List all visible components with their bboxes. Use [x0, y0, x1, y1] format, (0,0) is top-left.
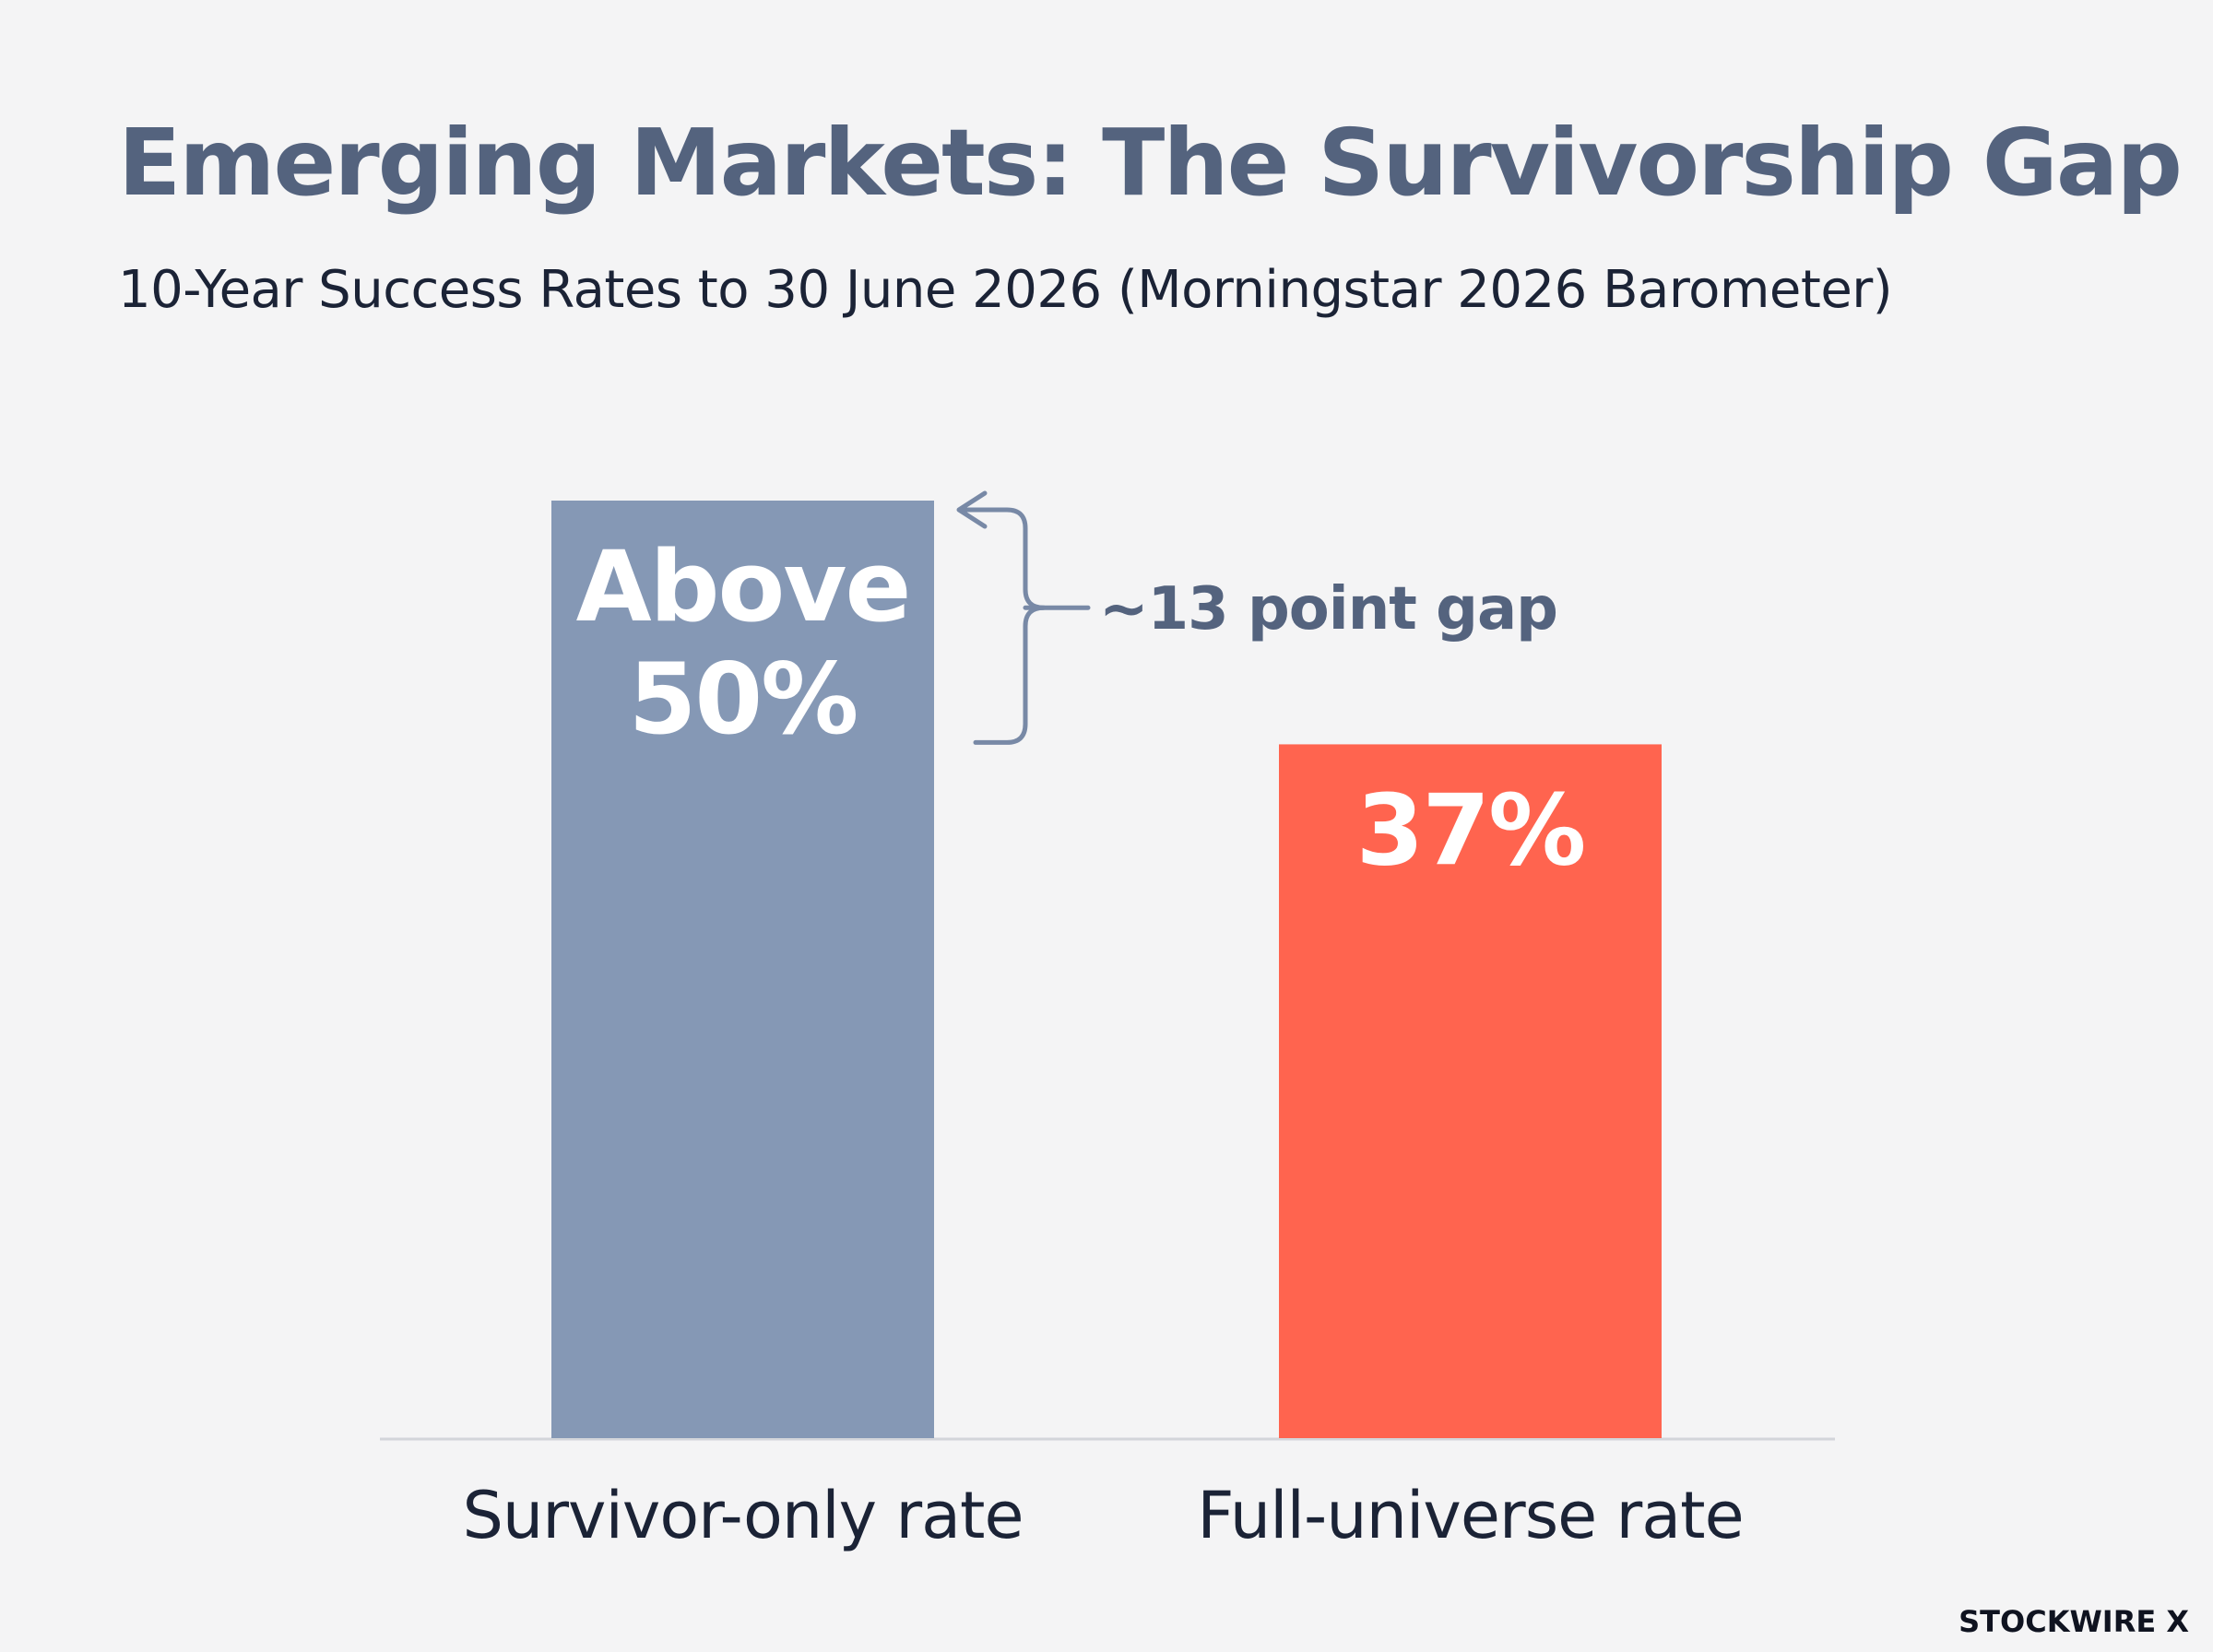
bar-label-above: Above	[576, 530, 910, 643]
bar-full-universe	[1279, 744, 1662, 1438]
chart-title: Emerging Markets: The Survivorship Gap	[118, 109, 2183, 217]
bar-survivor-only	[551, 501, 934, 1438]
gap-bracket	[959, 507, 1047, 745]
bar-label-50-percent: 50%	[629, 643, 858, 756]
category-label-survivor-only: Survivor-only rate	[462, 1478, 1023, 1553]
chart-subtitle: 10-Year Success Rates to 30 June 2026 (M…	[118, 260, 1893, 320]
bar-label-37-percent: 37%	[1356, 773, 1585, 887]
gap-annotation-label: ~13 point gap	[1099, 575, 1557, 643]
stockwire-logo: STOCKWIRE X	[1959, 1604, 2189, 1639]
category-label-full-universe: Full-universe rate	[1197, 1478, 1743, 1553]
gap-arrow-head	[956, 490, 988, 529]
